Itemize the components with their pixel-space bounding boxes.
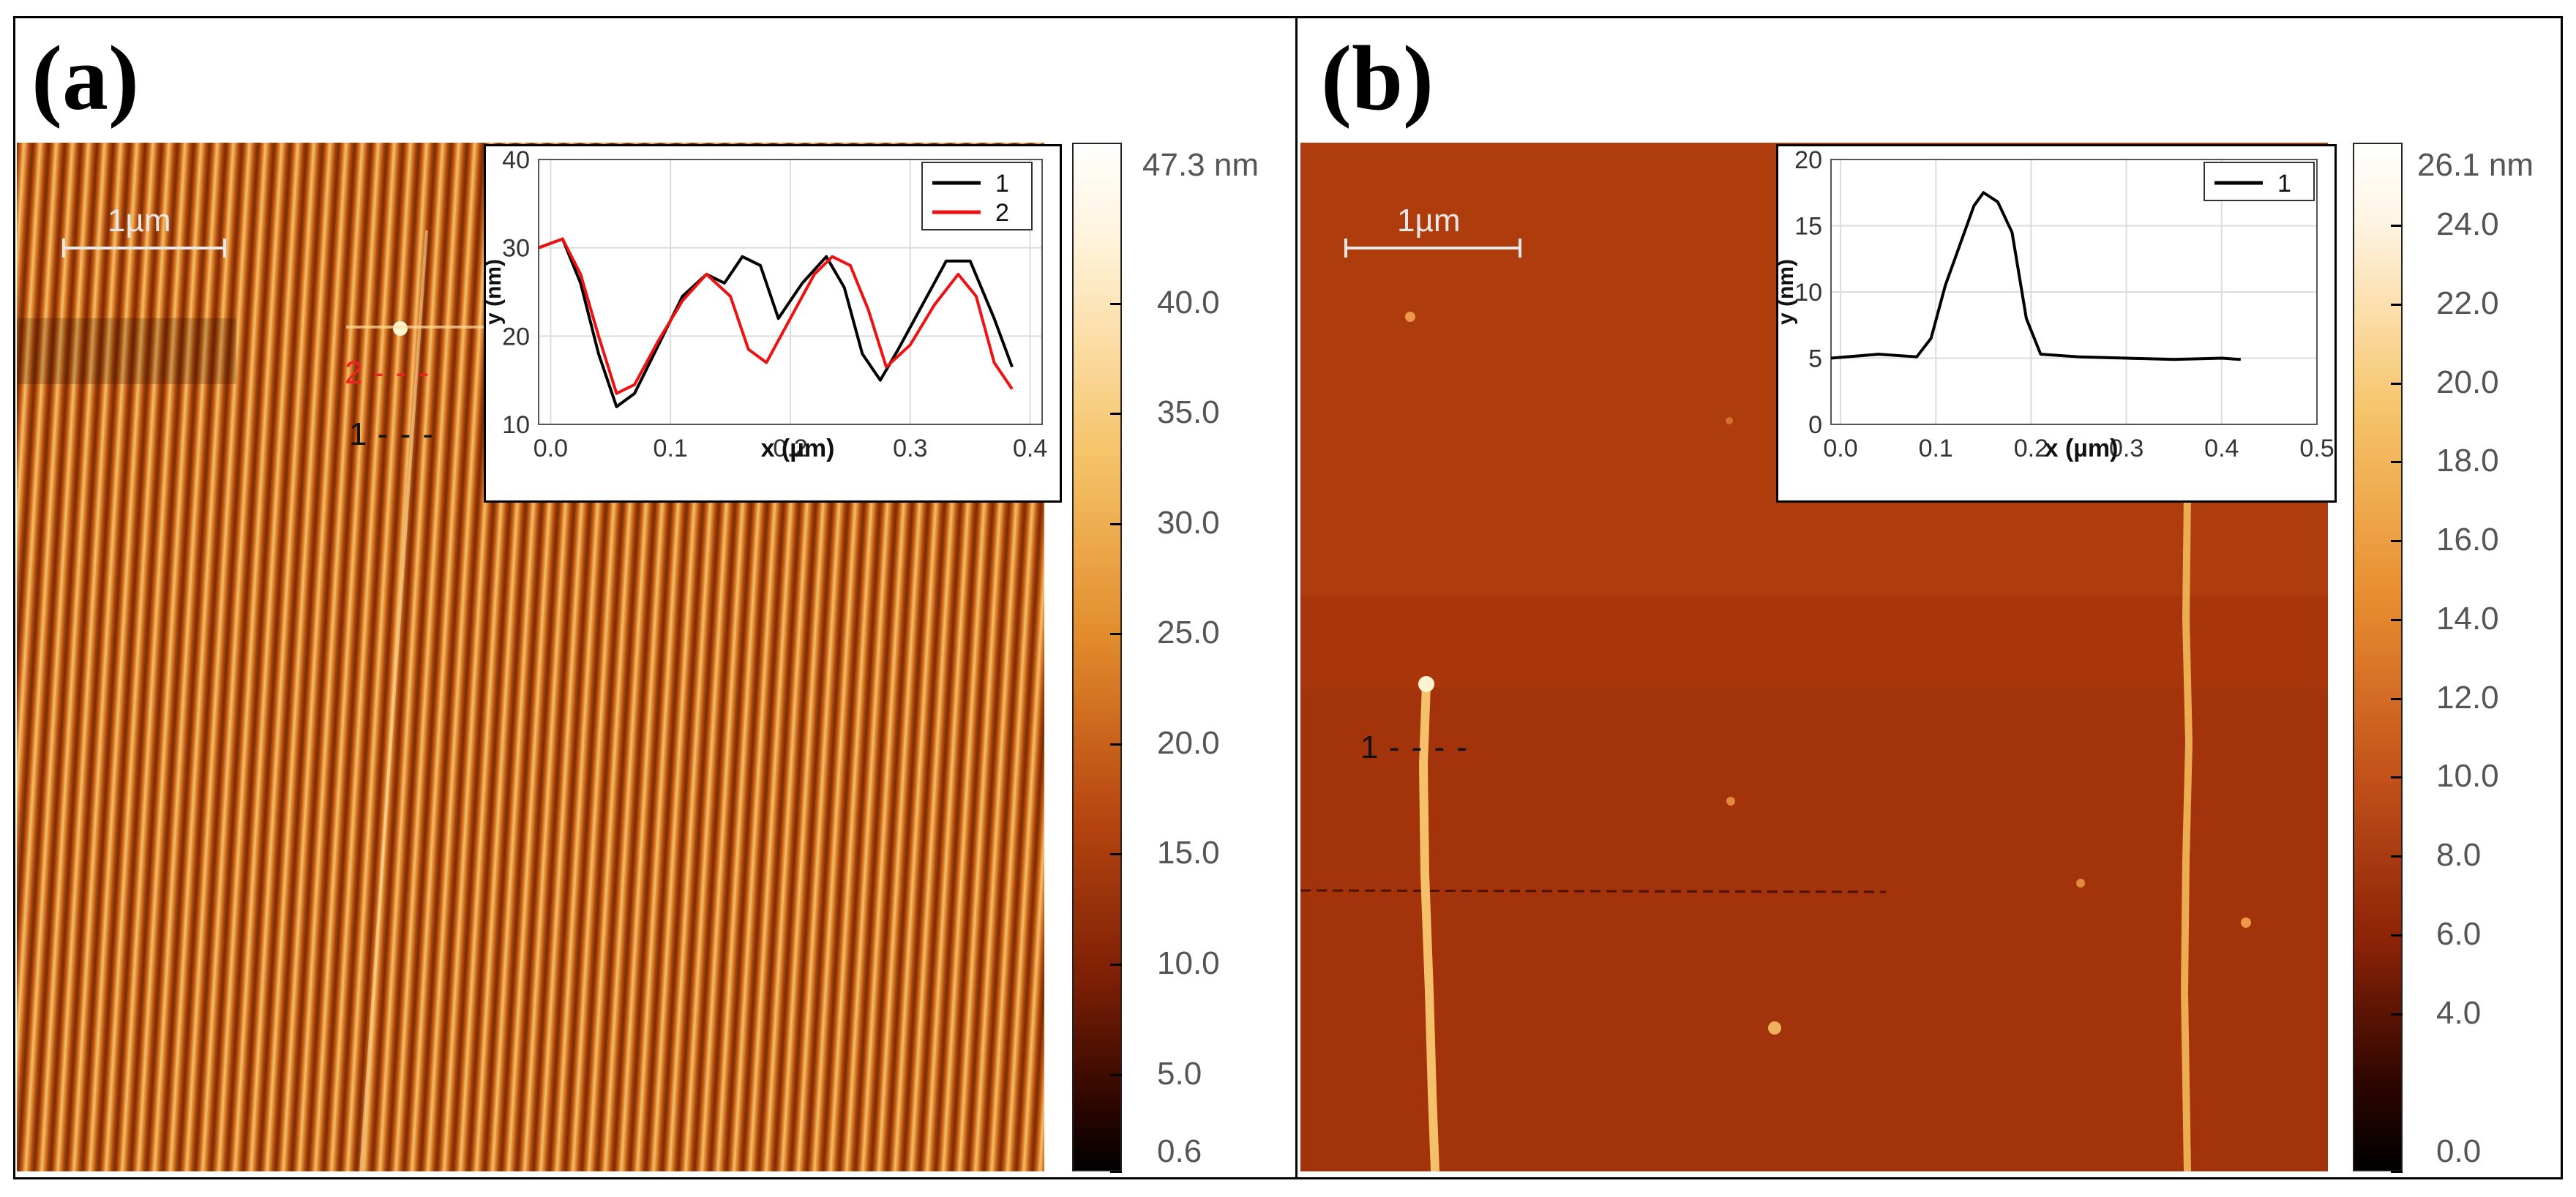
inset-chart-a: 0.0 0.1 0.2 0.3 0.4 10 20 30 40 x (µm) y (nm) 12 [484,144,1062,503]
profile-marker-2: 2 - - - [345,355,431,391]
x-tick-label: 0.3 [893,435,927,462]
series-line-1 [1830,191,2241,361]
colorbar-b [2353,143,2403,1171]
x-tick-label: 0.3 [2109,435,2143,462]
y-tick-label: 40 [502,146,530,174]
scale-bar-label-b: 1µm [1397,203,1461,239]
colorbar-b-tick-label: 0.0 [2436,1133,2482,1169]
x-tick-label: 0.2 [773,435,807,462]
x-tick-label: 0.1 [654,435,688,462]
y-axis-label: y (nm) [1778,259,1798,325]
legend-label: 1 [995,170,1009,198]
colorbar-a-tick-label: 15.0 [1157,835,1220,871]
series-line-1 [538,237,1014,408]
panel-b-label: (b) [1321,28,1434,130]
colorbar-a-tick-label: 10.0 [1157,945,1220,981]
colorbar-b-tick [2391,697,2403,700]
colorbar-a-tick [1110,302,1122,305]
panel-a-label: (a) [31,28,139,130]
colorbar-a-tick [1110,522,1122,525]
legend-label: 1 [2277,170,2291,198]
colorbar-b-tick [2391,1013,2403,1016]
colorbar-b-tick [2391,461,2403,464]
plot-frame [538,159,1043,425]
y-tick-label: 0 [1808,411,1822,439]
x-tick-label: 0.0 [1823,435,1857,462]
colorbar-a-tick-label: 25.0 [1157,615,1220,651]
x-tick-label: 0.5 [2299,435,2334,462]
colorbar-b-tick-label: 6.0 [2436,915,2482,952]
y-axis-label: y (nm) [486,259,506,325]
colorbar-a-tick [1110,853,1122,856]
colorbar-b-tick-label: 4.0 [2436,994,2482,1031]
colorbar-a-tick-label: 30.0 [1157,504,1220,541]
colorbar-b-tick [2391,934,2403,937]
colorbar-b-tick-label: 18.0 [2436,443,2499,479]
colorbar-b-tick [2391,225,2403,228]
profile-marker-b1: 1 - - - - [1360,729,1469,765]
x-tick-label: 0.4 [2204,435,2239,462]
colorbar-a-tick-label: 40.0 [1157,284,1220,320]
x-tick-label: 0.0 [533,435,568,462]
x-tick-label: 0.4 [1013,435,1047,462]
colorbar-b-tick-label: 20.0 [2436,364,2499,400]
colorbar-b-max-label: 26.1 nm [2417,147,2534,183]
plot-frame [1830,159,2318,425]
colorbar-a-tick-label: 35.0 [1157,394,1220,431]
colorbar-a-tick [1110,743,1122,746]
y-tick-label: 10 [1794,279,1822,307]
colorbar-b-tick [2391,618,2403,621]
colorbar-a-tick [1110,1073,1122,1076]
y-tick-label: 15 [1794,213,1822,241]
panel-b: (b) 1µm 1 - - - - 0.0 0.1 0.2 0.3 0.4 0 [1295,16,2563,1179]
profile-marker-1: 1 - - - [349,416,435,452]
colorbar-a-tick [1110,1171,1122,1173]
y-tick-label: 30 [502,235,530,263]
x-axis-label: x (µm) [761,435,835,462]
y-tick-label: 20 [1794,146,1822,174]
colorbar-a-tick [1110,413,1122,416]
y-tick-label: 10 [502,411,530,439]
colorbar-b-tick-label: 16.0 [2436,522,2499,558]
colorbar-b-tick [2391,776,2403,779]
colorbar-b-tick-label: 24.0 [2436,206,2499,243]
colorbar-b-tick [2391,855,2403,858]
colorbar-a-tick-label: 0.6 [1157,1133,1202,1169]
legend-label: 2 [995,199,1009,227]
colorbar-b-tick-label: 8.0 [2436,837,2482,874]
x-axis-label: x (µm) [2045,435,2119,462]
colorbar-a-tick-label: 5.0 [1157,1055,1202,1092]
series-line-2 [538,237,1014,395]
colorbar-b-tick [2391,1171,2403,1173]
colorbar-a-max-label: 47.3 nm [1142,147,1259,183]
scale-bar-a: 1µm [62,203,226,261]
legend-box [921,162,1033,230]
scale-bar-label-a: 1µm [108,203,171,239]
colorbar-b-tick-label: 12.0 [2436,679,2499,716]
colorbar-b-tick [2391,540,2403,543]
colorbar-a-tick-label: 20.0 [1157,724,1220,761]
colorbar-a-tick [1110,633,1122,636]
x-tick-label: 0.2 [2014,435,2048,462]
x-tick-label: 0.1 [1919,435,1953,462]
colorbar-a [1072,143,1122,1171]
inset-chart-b: 0.0 0.1 0.2 0.3 0.4 0.5 0 5 10 15 20 x (µm) y (nm) 1 [1776,144,2337,503]
colorbar-b-tick [2391,303,2403,306]
colorbar-b-tick-label: 14.0 [2436,600,2499,637]
scale-bar-b: 1µm [1344,203,1521,261]
y-tick-label: 5 [1808,345,1822,373]
colorbar-b-tick-label: 10.0 [2436,758,2499,795]
y-tick-label: 20 [502,323,530,350]
colorbar-b-tick [2391,382,2403,385]
panel-a: (a) 1µm [13,16,1304,1179]
colorbar-b-tick-label: 22.0 [2436,285,2499,321]
colorbar-a-tick [1110,963,1122,966]
